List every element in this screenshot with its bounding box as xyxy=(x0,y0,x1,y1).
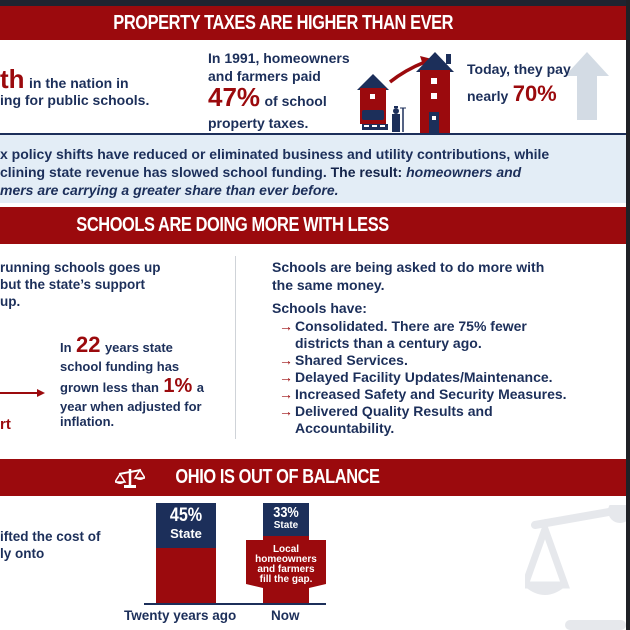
shift-text: ifted the cost of ly onto xyxy=(0,528,101,562)
gap-line2: homeowners xyxy=(255,554,317,565)
rank-text: th in the nation in xyxy=(0,64,129,94)
more-with-less-text: Schools are being asked to do more with … xyxy=(272,258,544,317)
section-banner-out-of-balance: OHIO IS OUT OF BALANCE xyxy=(0,459,626,496)
gap-line1: Local xyxy=(272,544,300,555)
callout-line3: mers are carrying a greater share than e… xyxy=(0,182,339,198)
section-title: OHIO IS OUT OF BALANCE xyxy=(174,466,380,488)
callout-line2c: homeowners and xyxy=(402,164,522,180)
section-banner-property-taxes: PROPERTY TAXES ARE HIGHER THAN EVER xyxy=(0,6,626,40)
growth-prefix: grown less than xyxy=(60,380,159,395)
section-title: PROPERTY TAXES ARE HIGHER THAN EVER xyxy=(113,11,453,34)
up-arrow-icon xyxy=(565,52,609,120)
support-label: rt xyxy=(0,416,11,433)
policy-callout: x policy shifts have reduced or eliminat… xyxy=(0,135,626,203)
growth-pct: 1% xyxy=(163,375,193,397)
past-pct: 47% xyxy=(208,82,261,112)
section-banner-doing-more: SCHOOLS ARE DOING MORE WITH LESS xyxy=(0,207,626,244)
cost-line1: running schools goes up xyxy=(0,260,161,275)
rank-line2: ing for public schools. xyxy=(0,92,150,108)
section-title: SCHOOLS ARE DOING MORE WITH LESS xyxy=(76,214,390,236)
farm-and-house-icon xyxy=(357,52,454,134)
growth-line3: inflation. xyxy=(60,414,115,429)
chart-baseline xyxy=(144,603,326,605)
bar-now-local xyxy=(246,536,326,603)
gap-line4: fill the gap. xyxy=(259,574,313,585)
column-divider xyxy=(235,256,236,439)
section-divider xyxy=(0,133,626,135)
right-line1: Schools are being asked to do more with xyxy=(272,259,545,275)
right-arrow-icon xyxy=(0,389,45,397)
arrow-icon: → xyxy=(279,352,293,368)
past-line2: and farmers paid xyxy=(208,68,321,84)
bar-past-local xyxy=(156,548,216,603)
rank-suffix: th xyxy=(0,64,25,94)
years-prefix: In xyxy=(60,340,72,355)
list-item: → Increased Safety and Security Measures. xyxy=(279,386,567,403)
arrow-icon: → xyxy=(279,403,293,419)
callout-line2a: clining state revenue has slowed school … xyxy=(0,164,331,180)
past-line3: of school xyxy=(264,93,327,109)
arrow-icon: → xyxy=(279,318,293,334)
item-line1: Delivered Quality Results and xyxy=(295,403,493,419)
list-item: → Delayed Facility Updates/Maintenance. xyxy=(279,369,567,386)
bar-now-state: 33% State xyxy=(263,503,309,536)
cost-line3: up. xyxy=(0,294,21,309)
now-prefix: nearly xyxy=(467,88,509,104)
shift-line1: ifted the cost of xyxy=(0,529,101,544)
bar-past-state: 45% State xyxy=(156,503,216,548)
growth-line2: year when adjusted for xyxy=(60,399,202,414)
list-item: → Delivered Quality Results and Accountabi… xyxy=(279,403,567,437)
gap-line3: and farmers xyxy=(257,564,315,575)
schools-have-label: Schools have: xyxy=(272,300,367,316)
rank-line1: in the nation in xyxy=(29,75,129,91)
years-line2: school funding has xyxy=(60,359,180,374)
years-num: 22 xyxy=(76,332,101,357)
bar-now-pct: 33% xyxy=(273,504,299,521)
item-line1: Increased Safety and Security Measures. xyxy=(295,386,567,402)
top-strip xyxy=(0,0,626,6)
growth-suffix: a xyxy=(196,380,205,395)
past-line4: property taxes. xyxy=(208,115,309,131)
item-line1: Shared Services. xyxy=(295,352,408,368)
bar-past-pct: 45% xyxy=(169,505,203,526)
cost-text: running schools goes up but the state’s … xyxy=(0,259,161,310)
item-line2: districts than a century ago. xyxy=(295,335,482,351)
bar-past-label: State xyxy=(170,526,202,541)
list-item: → Shared Services. xyxy=(279,352,567,369)
callout-result-label: The result: xyxy=(330,164,403,180)
now-line1: Today, they pay xyxy=(467,61,571,77)
past-line1: In 1991, homeowners xyxy=(208,50,350,66)
callout-line2: clining state revenue has slowed school … xyxy=(0,163,626,181)
scales-icon xyxy=(114,468,145,488)
right-line2: the same money. xyxy=(272,277,385,293)
funding-growth-text: In 22 years state school funding has gro… xyxy=(60,332,205,430)
cost-line2: but the state’s support xyxy=(0,277,146,292)
gap-label: Local homeowners and farmers fill the ga… xyxy=(246,545,326,585)
item-line1: Consolidated. There are 75% fewer xyxy=(295,318,527,334)
shift-line2: ly onto xyxy=(0,546,45,561)
bar-now-label: State xyxy=(273,520,299,531)
item-line1: Delayed Facility Updates/Maintenance. xyxy=(295,369,553,385)
arrow-icon: → xyxy=(279,386,293,402)
item-line2: Accountability. xyxy=(295,420,395,436)
past-share-text: In 1991, homeowners and farmers paid 47%… xyxy=(208,49,350,132)
schools-have-list: → Consolidated. There are 75% fewer distri… xyxy=(279,318,567,437)
list-item: → Consolidated. There are 75% fewer distri… xyxy=(279,318,567,352)
arrow-icon: → xyxy=(279,369,293,385)
now-pct: 70% xyxy=(512,81,557,106)
scales-watermark-icon xyxy=(525,505,626,630)
current-share-text: Today, they pay nearly 70% xyxy=(467,60,571,109)
category-past: Twenty years ago xyxy=(124,608,237,623)
years-line1: years state xyxy=(104,340,173,355)
category-now: Now xyxy=(271,608,300,623)
callout-line1: x policy shifts have reduced or eliminat… xyxy=(0,146,550,162)
